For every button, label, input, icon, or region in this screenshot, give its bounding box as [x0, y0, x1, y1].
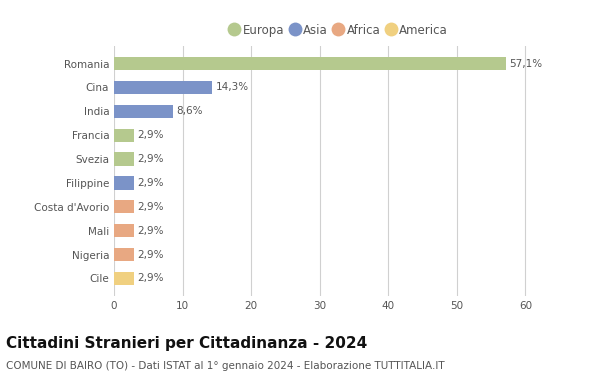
- Bar: [114, 105, 173, 118]
- Bar: [114, 57, 506, 70]
- Text: 2,9%: 2,9%: [137, 250, 164, 260]
- Text: 14,3%: 14,3%: [215, 82, 248, 92]
- Bar: [114, 224, 134, 237]
- Bar: [114, 248, 134, 261]
- Text: Cittadini Stranieri per Cittadinanza - 2024: Cittadini Stranieri per Cittadinanza - 2…: [6, 336, 367, 351]
- Text: 2,9%: 2,9%: [137, 130, 164, 140]
- Bar: [114, 128, 134, 142]
- Text: 57,1%: 57,1%: [509, 59, 542, 68]
- Bar: [114, 81, 212, 94]
- Text: 2,9%: 2,9%: [137, 154, 164, 164]
- Text: COMUNE DI BAIRO (TO) - Dati ISTAT al 1° gennaio 2024 - Elaborazione TUTTITALIA.I: COMUNE DI BAIRO (TO) - Dati ISTAT al 1° …: [6, 361, 445, 371]
- Text: 2,9%: 2,9%: [137, 178, 164, 188]
- Bar: [114, 152, 134, 166]
- Text: 8,6%: 8,6%: [176, 106, 203, 116]
- Bar: [114, 272, 134, 285]
- Bar: [114, 176, 134, 190]
- Text: 2,9%: 2,9%: [137, 202, 164, 212]
- Text: 2,9%: 2,9%: [137, 226, 164, 236]
- Legend: Europa, Asia, Africa, America: Europa, Asia, Africa, America: [225, 19, 452, 41]
- Bar: [114, 200, 134, 214]
- Text: 2,9%: 2,9%: [137, 274, 164, 283]
